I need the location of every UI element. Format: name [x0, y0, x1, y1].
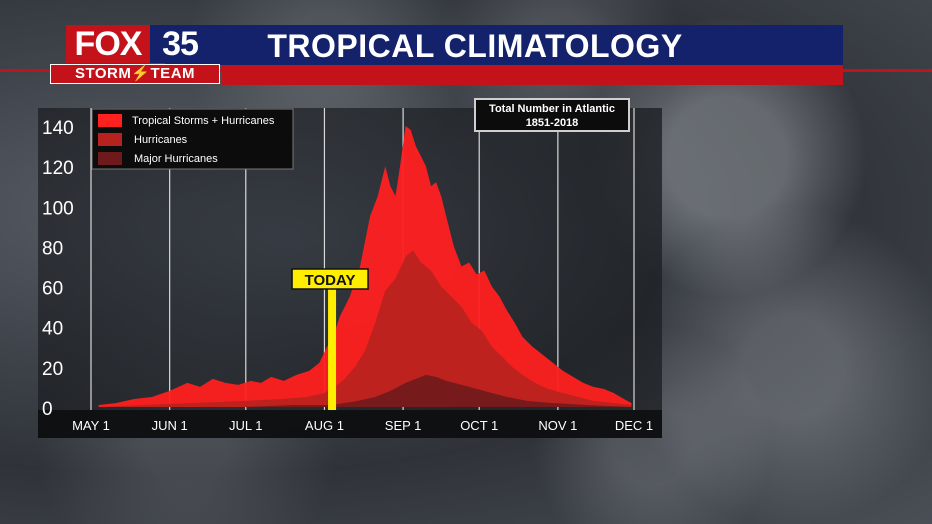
today-marker: TODAY [291, 268, 369, 410]
series-area [98, 126, 632, 407]
y-tick-label: 80 [42, 238, 63, 259]
x-tick-label: JUL 1 [229, 418, 262, 433]
legend-swatch [98, 152, 122, 165]
series-area [98, 250, 632, 407]
x-axis-band [38, 410, 662, 438]
header-title-band [165, 25, 843, 65]
x-axis-ticks: MAY 1 JUN 1 JUL 1 AUG 1 SEP 1 OCT 1 NOV 1 DEC 1 [72, 418, 653, 433]
legend-label: Hurricanes [134, 134, 188, 146]
y-tick-label: 100 [42, 198, 74, 219]
legend-label: Tropical Storms + Hurricanes [132, 115, 275, 127]
legend-box [91, 108, 294, 170]
x-tick-label: AUG 1 [305, 418, 344, 433]
chart-title: Total Number in Atlantic [489, 103, 615, 115]
y-tick-label: 140 [42, 118, 74, 139]
x-tick-label: NOV 1 [538, 418, 577, 433]
today-label-box [291, 268, 369, 290]
chart-title-frame [474, 98, 630, 132]
x-tick-label: DEC 1 [615, 418, 653, 433]
chart-title-box: Total Number in Atlantic 1851-2018 [474, 98, 630, 132]
series-areas [98, 126, 632, 407]
chart-subtitle: 1851-2018 [526, 117, 579, 129]
y-axis-ticks: 0 20 40 60 80 100 120 140 [42, 118, 74, 420]
x-tick-label: JUN 1 [152, 418, 188, 433]
page-title: TROPICAL CLIMATOLOGY [267, 28, 683, 64]
y-tick-label: 0 [42, 399, 53, 420]
today-label: TODAY [305, 272, 356, 289]
header-red-bar [222, 65, 843, 85]
x-tick-label: MAY 1 [72, 418, 110, 433]
storm-team-logo: STORM⚡TEAM [50, 64, 220, 84]
y-tick-label: 120 [42, 158, 74, 179]
x-tick-label: SEP 1 [385, 418, 422, 433]
fox-logo: FOX [66, 25, 150, 63]
y-tick-label: 60 [42, 279, 63, 300]
y-tick-label: 20 [42, 359, 63, 380]
legend: Tropical Storms + Hurricanes Hurricanes Ma… [91, 108, 294, 170]
y-tick-label: 40 [42, 319, 63, 340]
channel-number-logo: 35 [150, 25, 210, 63]
legend-swatch [98, 114, 122, 127]
legend-swatch [98, 133, 122, 146]
series-area [98, 374, 632, 407]
legend-label: Major Hurricanes [134, 153, 218, 165]
today-line [328, 288, 337, 410]
x-tick-label: OCT 1 [460, 418, 498, 433]
